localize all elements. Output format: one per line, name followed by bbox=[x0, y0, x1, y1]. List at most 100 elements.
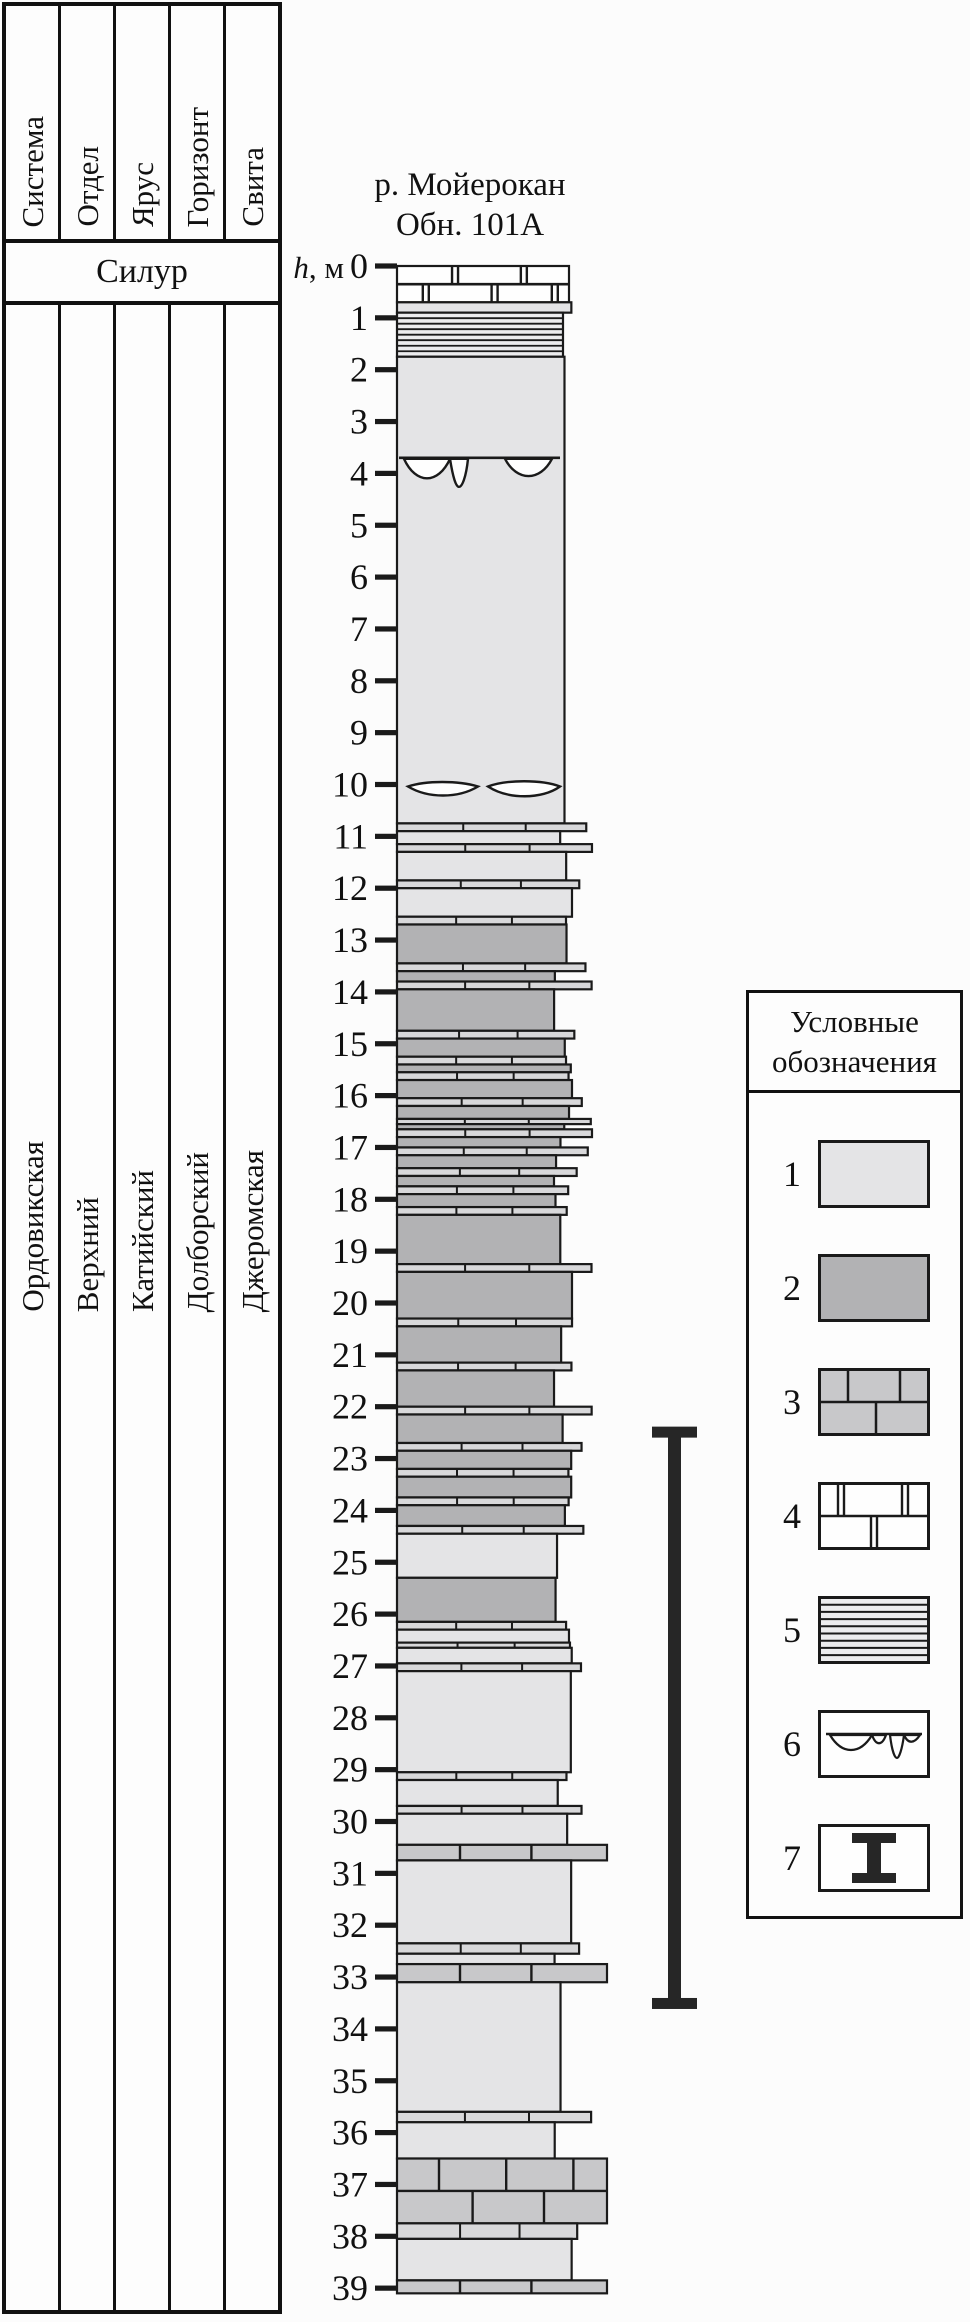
depth-tick-label: 24 bbox=[332, 1490, 368, 1530]
bed-light bbox=[395, 1628, 571, 1644]
depth-tick bbox=[375, 937, 397, 943]
strat-column-svg: 0123456789101112131415161718192021222324… bbox=[293, 246, 697, 2308]
bed-dark bbox=[395, 1104, 571, 1121]
bed-limeband bbox=[395, 2222, 579, 2240]
bed-light bbox=[395, 2237, 573, 2282]
depth-tick-label: 18 bbox=[332, 1179, 368, 1219]
depth-tick-label: 21 bbox=[332, 1335, 368, 1375]
depth-tick-label: 7 bbox=[350, 609, 368, 649]
bed-limeband bbox=[395, 1263, 593, 1273]
depth-tick-label: 37 bbox=[332, 2164, 368, 2204]
depth-tick bbox=[375, 1818, 397, 1825]
stratigraphy-table: Система Отдел Ярус Горизонт Свита Силур … bbox=[2, 2, 282, 2314]
bed-limeband bbox=[395, 1804, 583, 1815]
legend-swatch-laminated bbox=[818, 1596, 930, 1664]
depth-tick-label: 36 bbox=[332, 2113, 368, 2153]
bed-dark bbox=[395, 1154, 558, 1170]
bed-dark bbox=[395, 1504, 566, 1528]
value-label: Долборский bbox=[179, 1151, 215, 1312]
depth-tick-label: 1 bbox=[350, 298, 368, 338]
bed-limeband bbox=[395, 1097, 583, 1108]
section-title-line1: р. Мойерокан bbox=[374, 167, 566, 203]
header-label: Система bbox=[14, 115, 50, 228]
bed-dark bbox=[395, 1475, 573, 1499]
depth-tick-label: 22 bbox=[332, 1387, 368, 1427]
legend-item-rangebar: 7 bbox=[749, 1801, 960, 1915]
depth-axis-label: h, м bbox=[293, 250, 344, 285]
legend-box: Условные обозначения 1 2 3 4 5 6 7 bbox=[746, 990, 963, 1919]
depth-tick bbox=[375, 522, 397, 528]
legend-item-number: 4 bbox=[783, 1496, 801, 1536]
legend-item-light: 1 bbox=[749, 1117, 960, 1231]
depth-tick bbox=[375, 1144, 397, 1151]
depth-tick-label: 13 bbox=[332, 920, 368, 960]
value-label: Верхний bbox=[69, 1196, 105, 1312]
legend-title-line1: Условные bbox=[790, 1004, 919, 1039]
bed-limeband bbox=[395, 980, 593, 991]
legend-items: 1 2 3 4 5 6 7 bbox=[749, 1093, 960, 1915]
legend-item-number: 5 bbox=[783, 1610, 801, 1650]
range-bar bbox=[652, 1426, 697, 2009]
depth-tick bbox=[375, 626, 397, 632]
depth-tick-label: 33 bbox=[332, 1957, 368, 1997]
bed-light bbox=[395, 1812, 569, 1846]
depth-tick-label: 15 bbox=[332, 1024, 368, 1064]
bed-limeband bbox=[395, 1167, 578, 1178]
bed-limeband bbox=[395, 1317, 574, 1328]
depth-tick bbox=[375, 833, 397, 839]
legend-swatch-light bbox=[818, 1140, 930, 1208]
depth-tick-label: 9 bbox=[350, 713, 368, 753]
bed-limeband bbox=[395, 822, 588, 833]
bed-limeband bbox=[395, 1771, 568, 1782]
legend-item-dark: 2 bbox=[749, 1231, 960, 1345]
legend-item-brick: 3 bbox=[749, 1345, 960, 1459]
bed-limeband bbox=[395, 1942, 581, 1955]
depth-tick bbox=[375, 1300, 397, 1306]
depth-tick bbox=[375, 574, 397, 580]
bed-light bbox=[395, 355, 566, 825]
depth-tick-label: 23 bbox=[332, 1439, 368, 1479]
depth-tick bbox=[375, 781, 397, 788]
depth-tick bbox=[375, 1404, 397, 1410]
legend-item-number: 1 bbox=[783, 1154, 801, 1194]
bed-light bbox=[395, 2121, 556, 2160]
bed-limeband bbox=[395, 2110, 593, 2124]
bed-limeband bbox=[395, 879, 581, 890]
bed-light bbox=[395, 850, 568, 882]
bed-limeband bbox=[395, 1524, 585, 1535]
depth-tick bbox=[375, 315, 397, 321]
bed-limeband bbox=[395, 1128, 594, 1139]
depth-tick-label: 16 bbox=[332, 1076, 368, 1116]
legend-title-line2: обозначения bbox=[772, 1044, 937, 1079]
bed-light bbox=[395, 1952, 556, 1966]
bed-light bbox=[395, 1532, 559, 1579]
bed-limeband bbox=[395, 1620, 568, 1631]
bed-dark bbox=[395, 1037, 566, 1058]
bed-light bbox=[395, 301, 573, 314]
depth-tick bbox=[375, 367, 397, 373]
depth-tick bbox=[375, 678, 397, 684]
bed-dark bbox=[395, 1135, 562, 1149]
bed-dark bbox=[395, 1270, 574, 1320]
section-title-line2: Обн. 101А bbox=[395, 207, 545, 243]
legend-title: Условные обозначения bbox=[749, 993, 960, 1093]
bed-jointed bbox=[395, 264, 571, 304]
bed-light bbox=[395, 830, 562, 846]
depth-tick-label: 30 bbox=[332, 1802, 368, 1842]
depth-tick-label: 28 bbox=[332, 1698, 368, 1738]
period-row-silur: Силур bbox=[6, 243, 278, 305]
bed-dark bbox=[395, 1576, 557, 1623]
depth-tick-label: 26 bbox=[332, 1594, 368, 1634]
table-value-row: Ордовикская Верхний Катийский Долборский… bbox=[6, 305, 278, 2310]
depth-tick bbox=[375, 1922, 397, 1928]
header-label: Отдел bbox=[69, 146, 105, 227]
depth-tick-label: 14 bbox=[332, 972, 368, 1012]
bed-limeband bbox=[395, 1146, 589, 1157]
lens-feature bbox=[405, 780, 563, 798]
legend-swatch-jointed bbox=[818, 1482, 930, 1550]
bed-dark bbox=[395, 1413, 564, 1445]
depth-tick bbox=[375, 1352, 397, 1358]
value-label: Джеромская bbox=[234, 1149, 270, 1312]
value-cell-suite: Джеромская bbox=[226, 305, 278, 2310]
bed-brick bbox=[395, 2279, 609, 2295]
